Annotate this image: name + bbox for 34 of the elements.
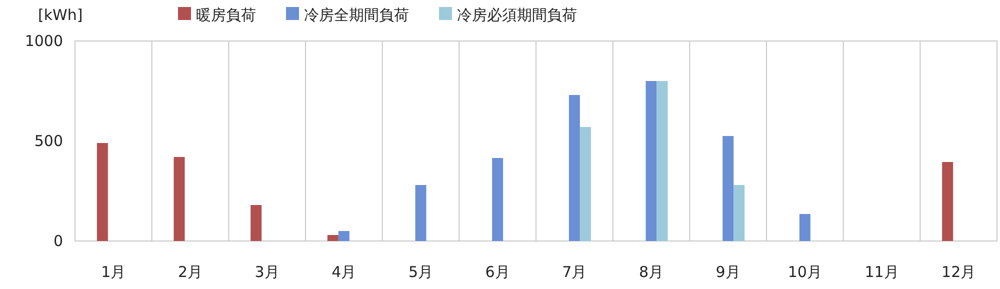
xtick: 3月	[254, 263, 280, 281]
bar	[656, 81, 668, 241]
xtick: 9月	[716, 263, 740, 281]
y-axis-title: [kWh]	[38, 6, 83, 24]
bar	[799, 214, 810, 241]
xtick: 10月	[788, 263, 822, 281]
bar	[250, 205, 262, 241]
xtick: 8月	[638, 263, 664, 281]
xtick: 11月	[864, 263, 899, 281]
xtick: 1月	[101, 263, 126, 281]
y-tick-label: 1000	[24, 32, 63, 50]
bar	[942, 162, 954, 241]
bar	[492, 158, 504, 241]
legend-label: 冷房必須期間負荷	[457, 6, 577, 24]
xtick: 5月	[408, 263, 434, 281]
bar	[646, 81, 657, 241]
y-tick-label: 0	[53, 232, 63, 250]
bar	[734, 185, 745, 241]
xtick: 2月	[178, 263, 203, 281]
bar	[174, 157, 185, 241]
xtick: 12月	[942, 263, 976, 281]
xtick: 6月	[485, 263, 510, 281]
bar	[568, 95, 580, 241]
bar	[722, 136, 734, 241]
legend-label: 暖房負荷	[196, 6, 256, 24]
legend-label: 冷房全期間負荷	[304, 6, 409, 24]
bar	[327, 235, 338, 241]
xtick: 4月	[332, 263, 356, 281]
bar	[415, 185, 426, 241]
bar	[96, 143, 108, 241]
bar	[580, 127, 591, 241]
xtick: 7月	[562, 263, 587, 281]
y-tick-label: 500	[34, 132, 63, 150]
bar	[338, 231, 350, 241]
